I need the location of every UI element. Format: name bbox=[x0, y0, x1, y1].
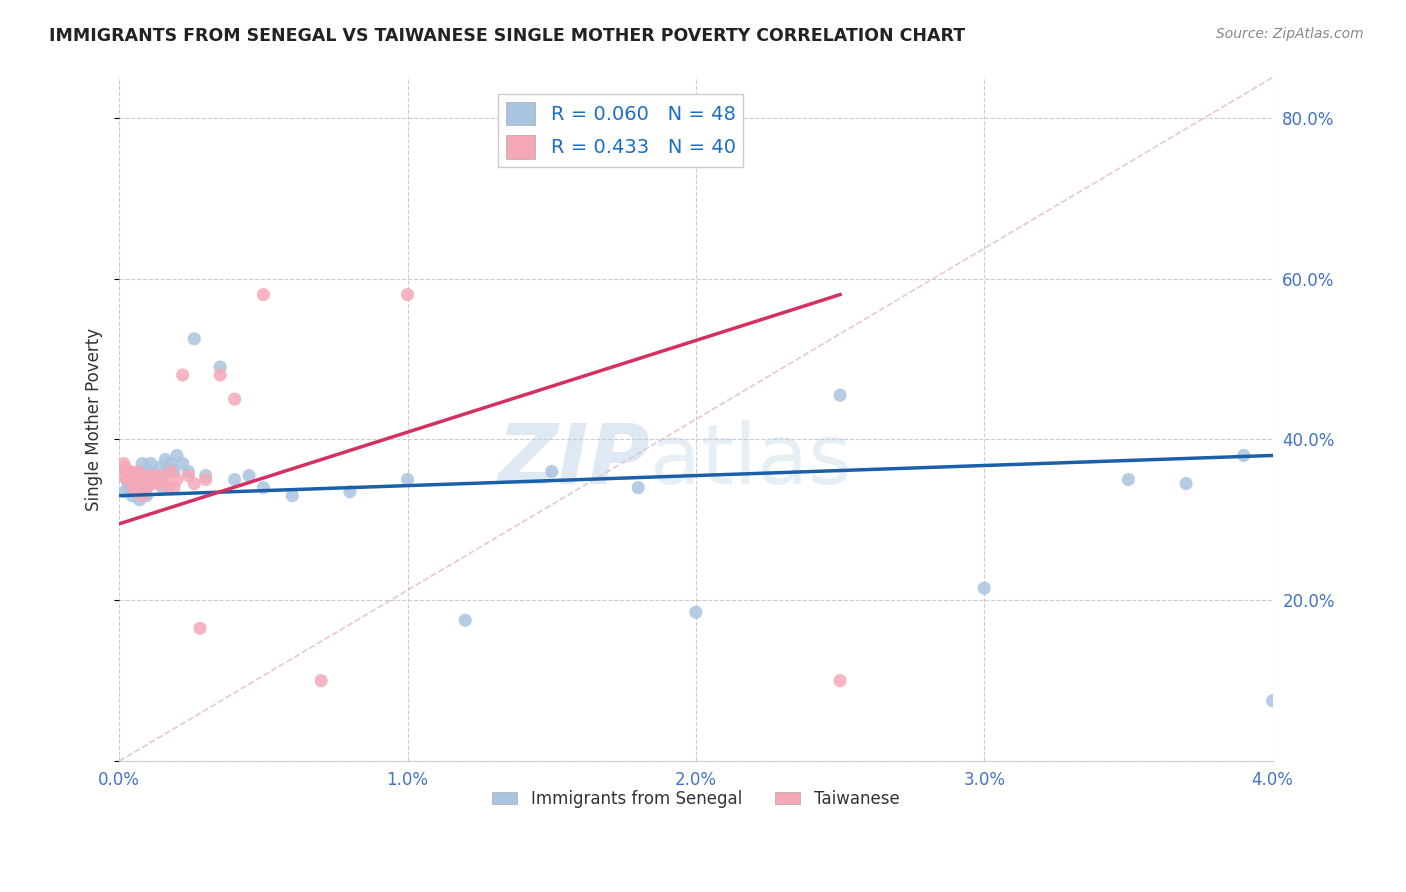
Point bbox=[115, 473, 138, 487]
Point bbox=[117, 473, 139, 487]
Point bbox=[135, 489, 157, 503]
Point bbox=[209, 359, 232, 374]
Point bbox=[973, 581, 995, 595]
Point bbox=[128, 473, 150, 487]
Point bbox=[163, 465, 186, 479]
Point bbox=[160, 465, 183, 479]
Point bbox=[121, 476, 143, 491]
Text: ZIP: ZIP bbox=[498, 420, 650, 500]
Point bbox=[172, 368, 194, 382]
Point bbox=[128, 492, 150, 507]
Point bbox=[127, 476, 149, 491]
Point bbox=[118, 465, 141, 479]
Point bbox=[149, 476, 172, 491]
Point bbox=[145, 468, 167, 483]
Point bbox=[163, 481, 186, 495]
Point bbox=[131, 457, 153, 471]
Point bbox=[139, 473, 162, 487]
Point bbox=[127, 465, 149, 479]
Point bbox=[155, 452, 177, 467]
Point bbox=[125, 473, 148, 487]
Point bbox=[152, 481, 174, 495]
Point bbox=[136, 468, 159, 483]
Point bbox=[281, 489, 304, 503]
Point bbox=[131, 489, 153, 503]
Point bbox=[132, 476, 155, 491]
Point bbox=[828, 673, 851, 688]
Point bbox=[135, 481, 157, 495]
Point bbox=[166, 473, 188, 487]
Y-axis label: Single Mother Poverty: Single Mother Poverty bbox=[86, 327, 103, 511]
Point bbox=[155, 473, 177, 487]
Point bbox=[1118, 473, 1140, 487]
Point bbox=[1233, 449, 1256, 463]
Point bbox=[117, 481, 139, 495]
Point bbox=[160, 457, 183, 471]
Point bbox=[152, 468, 174, 483]
Point bbox=[540, 465, 562, 479]
Point bbox=[111, 468, 134, 483]
Point bbox=[177, 465, 200, 479]
Point bbox=[124, 484, 146, 499]
Point bbox=[125, 468, 148, 483]
Point bbox=[454, 613, 477, 627]
Legend: Immigrants from Senegal, Taiwanese: Immigrants from Senegal, Taiwanese bbox=[485, 783, 905, 814]
Point bbox=[828, 388, 851, 402]
Point bbox=[188, 621, 211, 635]
Point bbox=[129, 481, 152, 495]
Point bbox=[224, 473, 246, 487]
Point bbox=[114, 460, 136, 475]
Point bbox=[157, 460, 180, 475]
Point bbox=[685, 605, 707, 619]
Point bbox=[120, 476, 142, 491]
Point bbox=[120, 468, 142, 483]
Point bbox=[194, 468, 217, 483]
Point bbox=[166, 449, 188, 463]
Point bbox=[177, 468, 200, 483]
Point bbox=[396, 287, 419, 301]
Point bbox=[121, 489, 143, 503]
Point bbox=[118, 465, 141, 479]
Point bbox=[134, 473, 156, 487]
Point bbox=[252, 287, 274, 301]
Point bbox=[172, 457, 194, 471]
Point bbox=[209, 368, 232, 382]
Point bbox=[122, 481, 145, 495]
Point bbox=[115, 465, 138, 479]
Point bbox=[124, 481, 146, 495]
Point bbox=[134, 481, 156, 495]
Point bbox=[238, 468, 260, 483]
Point bbox=[252, 481, 274, 495]
Point bbox=[396, 473, 419, 487]
Point bbox=[142, 476, 165, 491]
Point bbox=[136, 465, 159, 479]
Point bbox=[309, 673, 332, 688]
Point bbox=[114, 484, 136, 499]
Point bbox=[194, 473, 217, 487]
Point bbox=[132, 468, 155, 483]
Point bbox=[157, 481, 180, 495]
Point bbox=[139, 457, 162, 471]
Point bbox=[339, 484, 361, 499]
Point bbox=[129, 465, 152, 479]
Point bbox=[142, 468, 165, 483]
Text: IMMIGRANTS FROM SENEGAL VS TAIWANESE SINGLE MOTHER POVERTY CORRELATION CHART: IMMIGRANTS FROM SENEGAL VS TAIWANESE SIN… bbox=[49, 27, 966, 45]
Point bbox=[627, 481, 650, 495]
Point bbox=[145, 473, 167, 487]
Point bbox=[122, 468, 145, 483]
Text: Source: ZipAtlas.com: Source: ZipAtlas.com bbox=[1216, 27, 1364, 41]
Point bbox=[1261, 694, 1284, 708]
Point bbox=[183, 476, 205, 491]
Point bbox=[224, 392, 246, 406]
Point bbox=[183, 332, 205, 346]
Point bbox=[149, 460, 172, 475]
Point bbox=[1175, 476, 1198, 491]
Point bbox=[112, 457, 135, 471]
Text: atlas: atlas bbox=[650, 420, 852, 500]
